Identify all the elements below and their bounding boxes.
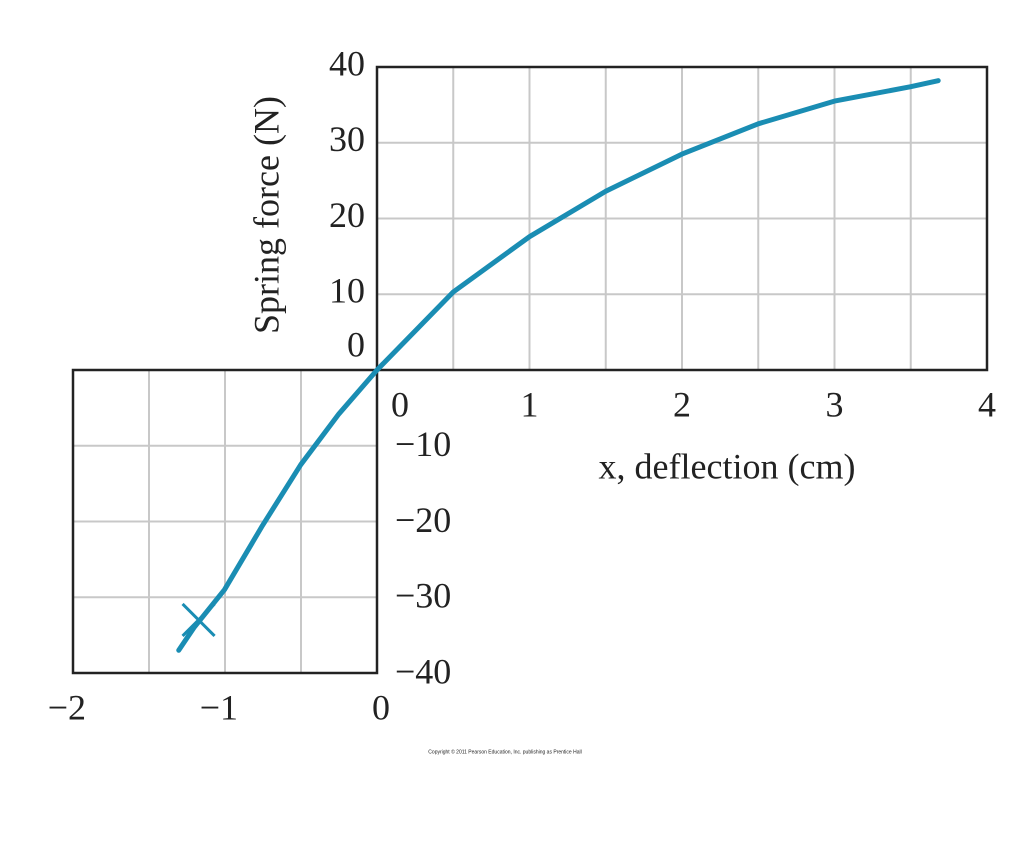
- x-tick-label: 1: [521, 384, 539, 424]
- plot-frame: [375, 65, 989, 372]
- data-line: [176, 78, 941, 653]
- x-tick-label: 4: [978, 384, 996, 424]
- y-tick-label: −10: [395, 424, 451, 464]
- y-tick-label: 10: [329, 271, 365, 311]
- y-tick-label: 40: [329, 43, 365, 83]
- y-tick-label: 20: [329, 195, 365, 235]
- y-tick-label: −20: [395, 500, 451, 540]
- x-tick-label: 2: [673, 384, 691, 424]
- x-tick-label: 0: [391, 384, 409, 424]
- y-tick-label: −40: [395, 651, 451, 691]
- point-marker: [181, 602, 216, 638]
- plot-frame: [71, 368, 379, 675]
- y-tick-label: 30: [329, 119, 365, 159]
- y-axis-title: Spring force (N): [246, 96, 286, 334]
- y-tick-label: −30: [395, 576, 451, 616]
- y-tick-label: 0: [347, 324, 365, 364]
- x-tick-label: −2: [48, 687, 86, 727]
- x-axis-title: x, deflection (cm): [599, 446, 856, 486]
- x-tick-label: −1: [200, 687, 238, 727]
- x-tick-label: 3: [826, 384, 844, 424]
- copyright: Copyright © 2011 Pearson Education, Inc.…: [428, 748, 581, 755]
- x-tick-label: 0: [372, 687, 390, 727]
